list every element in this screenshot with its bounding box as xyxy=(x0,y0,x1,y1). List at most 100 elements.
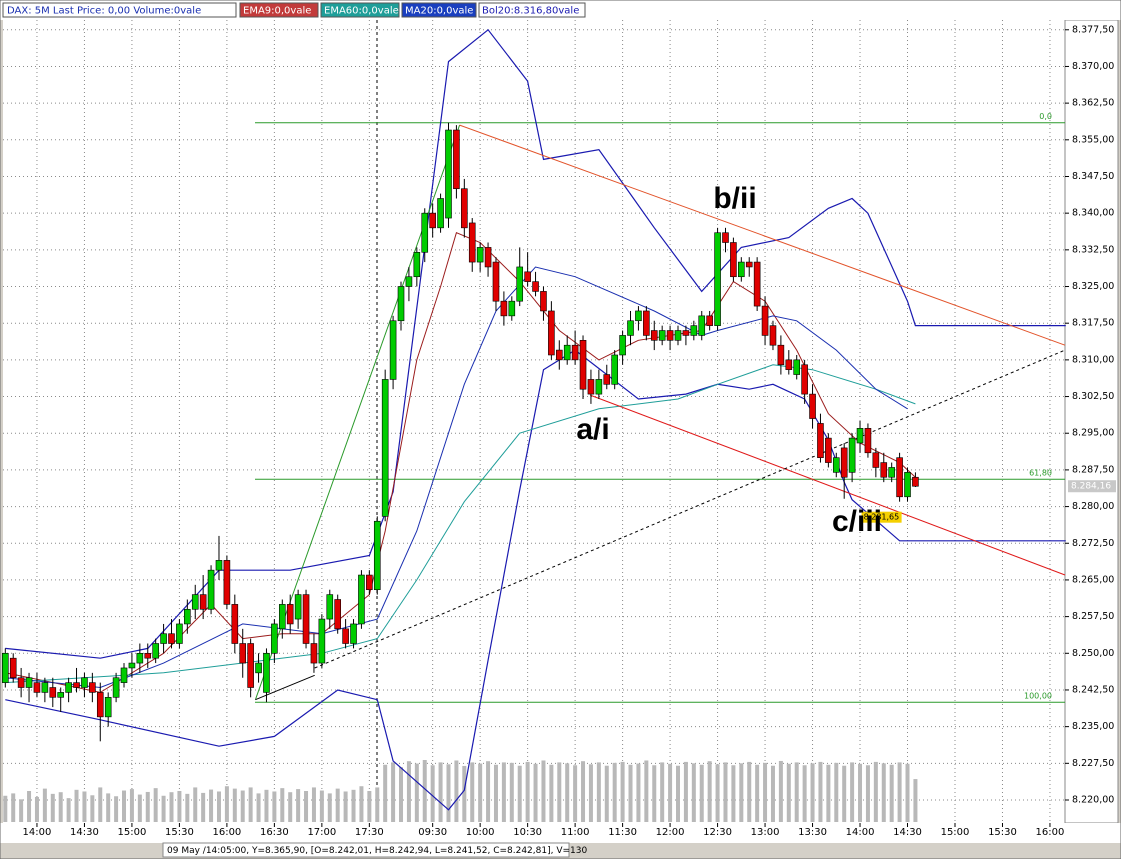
candle-body xyxy=(453,129,460,190)
volume-bar xyxy=(683,761,688,822)
volume-bar xyxy=(897,762,902,822)
trend-line xyxy=(314,349,1066,669)
candle-body xyxy=(627,320,634,336)
y-tick-label: 8.362,50 xyxy=(1072,98,1114,109)
trend-line xyxy=(255,674,315,701)
volume-bar xyxy=(865,765,870,822)
candle-body xyxy=(595,379,603,395)
x-tick-label: 15:30 xyxy=(165,827,194,838)
volume-bar xyxy=(517,765,522,822)
title-box xyxy=(2,2,237,18)
trend-line xyxy=(590,394,1066,576)
volume-bar xyxy=(383,764,388,822)
candle-body xyxy=(350,623,357,644)
y-tick-label: 8.332,50 xyxy=(1072,244,1114,255)
candle-body xyxy=(73,682,80,688)
legend-label: EMA9:0,0vale xyxy=(243,6,311,17)
volume-bar xyxy=(620,761,625,822)
y-tick-label: 8.227,50 xyxy=(1072,758,1114,769)
legend-box xyxy=(239,2,319,18)
volume-bar xyxy=(209,789,214,822)
candle-body xyxy=(579,340,587,390)
candle-body xyxy=(880,462,888,478)
candle-body xyxy=(136,652,144,664)
bollinger-band xyxy=(5,28,1066,659)
volume-bar xyxy=(34,796,39,822)
y-tick-label: 8.295,00 xyxy=(1072,428,1114,439)
y-tick-label: 8.302,50 xyxy=(1072,391,1114,402)
volume-bar xyxy=(509,762,514,822)
candle-body xyxy=(342,628,349,644)
status-bar: 09 May /14:05:00, Y=8.365,90, [O=8.242,0… xyxy=(167,846,587,856)
y-tick-label: 8.257,50 xyxy=(1072,611,1114,622)
x-tick-label: 12:30 xyxy=(703,827,732,838)
volume-bar xyxy=(114,796,119,822)
volume-bar xyxy=(842,765,847,822)
y-tick-label: 8.317,50 xyxy=(1072,318,1114,329)
candle-body xyxy=(81,677,88,688)
candle-body xyxy=(128,662,136,669)
volume-bar xyxy=(304,791,309,822)
volume-bar xyxy=(50,793,55,822)
y-tick-label: 8.370,00 xyxy=(1072,61,1114,72)
last-price-tag xyxy=(1068,480,1116,493)
candle-body xyxy=(563,344,571,361)
y-tick-label: 8.310,00 xyxy=(1072,354,1114,365)
plot-layer: 0,0 61,80 100,00 8.281,65 xyxy=(2,20,1066,822)
volume-bar xyxy=(430,765,435,822)
candle-body xyxy=(429,212,436,229)
candle-body xyxy=(809,393,816,419)
volume-bar xyxy=(327,793,332,822)
candle-body xyxy=(769,325,777,346)
candle-body xyxy=(112,677,120,698)
volume-bar xyxy=(850,762,855,822)
volume-bar xyxy=(351,789,356,822)
candle-body xyxy=(484,247,492,268)
x-tick-label: 09:30 xyxy=(418,827,447,838)
candle-body xyxy=(738,261,745,278)
volume-bar xyxy=(375,787,380,822)
candle-body xyxy=(247,643,254,688)
candle-body xyxy=(120,667,128,683)
x-tick-label: 16:00 xyxy=(212,827,241,838)
volume-bar xyxy=(525,761,530,822)
volume-bar xyxy=(889,764,894,822)
x-tick-label: 13:30 xyxy=(798,827,827,838)
volume-bar xyxy=(913,779,918,822)
x-tick-label: 10:30 xyxy=(513,827,542,838)
candle-body xyxy=(476,247,484,263)
candle-body xyxy=(65,682,72,693)
volume-bar xyxy=(201,792,206,822)
indicator-line xyxy=(5,266,908,689)
candle-body xyxy=(191,594,199,610)
low-price-tag xyxy=(861,511,902,523)
volume-bar xyxy=(644,760,649,822)
volume-bar xyxy=(549,764,554,822)
volume-bar xyxy=(42,788,47,822)
volume-bar xyxy=(137,794,142,822)
x-tick-label: 13:00 xyxy=(751,827,780,838)
candle-body xyxy=(761,305,769,336)
candle-body xyxy=(611,354,618,385)
candle-body xyxy=(326,594,334,620)
candle-body xyxy=(793,359,801,375)
candle-body xyxy=(413,251,421,278)
candle-body xyxy=(587,379,595,395)
candle-body xyxy=(714,232,721,326)
volume-bar xyxy=(652,765,657,822)
volume-bar xyxy=(311,787,316,822)
candle-body xyxy=(825,437,832,463)
candle-body xyxy=(674,330,682,341)
candle-body xyxy=(358,574,365,625)
x-tick-label: 16:00 xyxy=(1036,827,1065,838)
x-tick-label: 17:00 xyxy=(307,827,336,838)
candle-body xyxy=(96,692,104,718)
candle-body xyxy=(445,129,452,219)
volume-bar xyxy=(272,791,277,822)
wave-label: c/iii xyxy=(832,505,882,538)
candle-body xyxy=(405,276,413,287)
volume-bar xyxy=(216,791,221,822)
volume-bar xyxy=(256,793,261,822)
volume-bar xyxy=(747,761,752,822)
candle-body xyxy=(397,286,405,322)
